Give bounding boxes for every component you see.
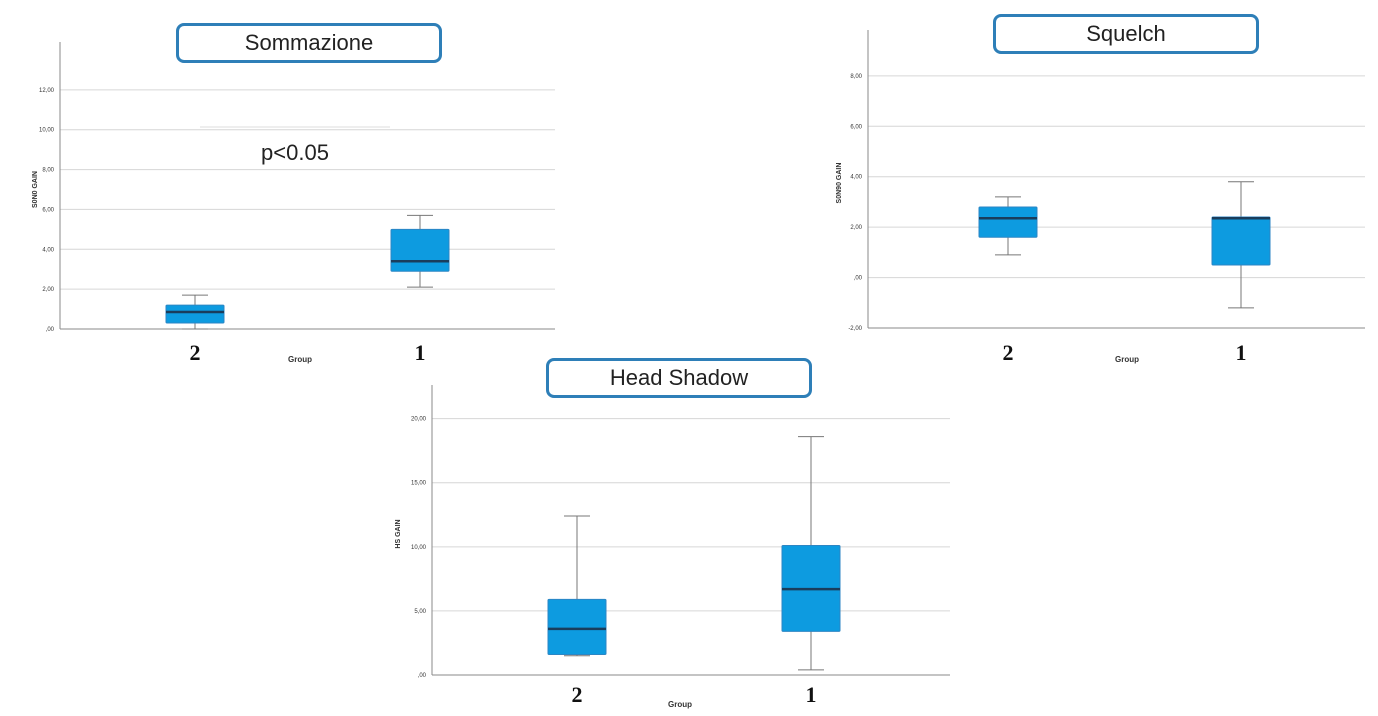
x-axis-title: Group bbox=[288, 355, 312, 364]
iqr-box bbox=[1211, 216, 1271, 266]
y-tick-label: 8,00 bbox=[850, 74, 862, 80]
summation-chart: ,00 2,00 4,00 6,00 8,00 10,00 12,00 S0N0 GAIN Gr… bbox=[32, 42, 555, 365]
y-tick-label: ,00 bbox=[46, 327, 55, 333]
boxplot-group-2 bbox=[165, 294, 225, 330]
head-shadow-panel: ,00 5,00 10,00 15,00 20,00 HS GAIN Group 2 1 Hea… bbox=[380, 350, 960, 711]
y-tick-label: 2,00 bbox=[850, 225, 862, 231]
category-label: 2 bbox=[190, 340, 201, 365]
y-tick-label: 15,00 bbox=[411, 481, 427, 487]
y-axis-title: S0N90 GAIN bbox=[836, 163, 843, 204]
boxplot-group-2 bbox=[978, 196, 1038, 256]
y-tick-label: 20,00 bbox=[411, 417, 427, 423]
y-axis-title: HS GAIN bbox=[395, 519, 402, 548]
y-tick-label: 5,00 bbox=[414, 609, 426, 615]
head-shadow-chart: ,00 5,00 10,00 15,00 20,00 HS GAIN Group 2 1 bbox=[395, 385, 950, 709]
y-tick-label: 2,00 bbox=[42, 287, 54, 293]
y-tick-label: 12,00 bbox=[39, 88, 55, 94]
y-tick-label: ,00 bbox=[418, 673, 427, 679]
category-label: 1 bbox=[415, 340, 426, 365]
y-tick-label: 10,00 bbox=[411, 545, 427, 551]
category-label: 1 bbox=[1236, 340, 1247, 365]
iqr-box bbox=[165, 304, 225, 324]
boxplot-group-1 bbox=[781, 436, 841, 671]
iqr-box bbox=[547, 598, 607, 655]
boxplot-group-1 bbox=[1211, 181, 1271, 309]
y-tick-label: 6,00 bbox=[42, 207, 54, 213]
boxplot-group-1 bbox=[390, 214, 450, 288]
squelch-title: Squelch bbox=[993, 14, 1259, 54]
summation-title: Sommazione bbox=[176, 23, 442, 63]
iqr-box bbox=[390, 228, 450, 272]
y-tick-label: 10,00 bbox=[39, 128, 55, 134]
y-axis-title: S0N0 GAIN bbox=[32, 171, 39, 208]
p-value-annotation: p<0.05 bbox=[261, 140, 329, 165]
squelch-chart: -2,00 ,00 2,00 4,00 6,00 8,00 S0N90 GAIN Group 2… bbox=[836, 30, 1365, 365]
y-tick-label: -2,00 bbox=[848, 326, 862, 332]
y-tick-label: ,00 bbox=[854, 276, 863, 282]
boxplot-group-2 bbox=[547, 515, 607, 657]
iqr-box bbox=[978, 206, 1038, 238]
y-tick-label: 8,00 bbox=[42, 168, 54, 174]
y-tick-label: 4,00 bbox=[850, 175, 862, 181]
squelch-panel: -2,00 ,00 2,00 4,00 6,00 8,00 S0N90 GAIN Group 2… bbox=[820, 0, 1378, 370]
y-tick-label: 6,00 bbox=[850, 124, 862, 130]
summation-panel: ,00 2,00 4,00 6,00 8,00 10,00 12,00 S0N0 GAIN Gr… bbox=[0, 0, 600, 370]
category-label: 2 bbox=[1003, 340, 1014, 365]
category-label: 1 bbox=[806, 682, 817, 707]
x-axis-title: Group bbox=[1115, 355, 1139, 364]
x-axis-title: Group bbox=[668, 700, 692, 709]
head-shadow-title: Head Shadow bbox=[546, 358, 812, 398]
y-tick-label: 4,00 bbox=[42, 247, 54, 253]
category-label: 2 bbox=[572, 682, 583, 707]
